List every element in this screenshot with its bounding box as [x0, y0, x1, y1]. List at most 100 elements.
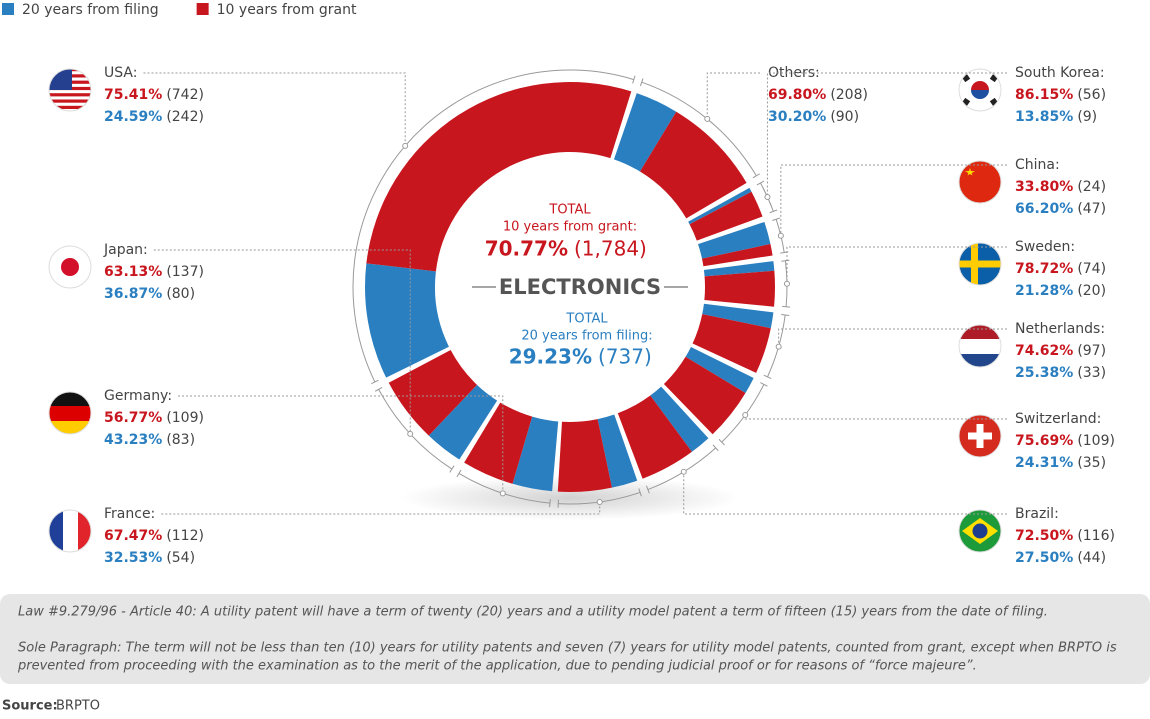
center-text: (1,784)	[574, 237, 647, 261]
percent-label: 32.53%	[104, 550, 162, 566]
leader-dot	[776, 344, 781, 349]
value-label: (90)	[830, 109, 859, 125]
flag-body	[48, 391, 92, 435]
value-label: (9)	[1077, 109, 1097, 125]
category-label: USA:	[104, 65, 137, 81]
source-label: Source:	[2, 699, 58, 714]
leader-dot	[681, 469, 686, 474]
legend-label: 20 years from filing	[22, 2, 159, 18]
flag-part	[968, 433, 992, 440]
percent-label: 36.87%	[104, 286, 162, 302]
flag-body	[958, 414, 1002, 458]
flag	[48, 509, 92, 553]
note: Law #9.279/96 - Article 40: A utility pa…	[18, 605, 1048, 620]
segment	[704, 271, 775, 307]
center-text: 70.77%	[485, 237, 568, 261]
value-label: (54)	[166, 550, 195, 566]
bracket-tick	[371, 380, 378, 384]
center-text: TOTAL	[565, 312, 608, 327]
percent-label: 75.69%	[1015, 433, 1073, 449]
flag-body	[48, 68, 92, 109]
flag-body	[958, 160, 1002, 204]
value-label: (97)	[1077, 343, 1106, 359]
value-label: (35)	[1077, 455, 1106, 471]
flag	[958, 160, 1002, 204]
percent-label: 21.28%	[1015, 283, 1073, 299]
leader-dot	[408, 431, 413, 436]
value-label: (33)	[1077, 365, 1106, 381]
leader-dot	[403, 143, 408, 148]
percent-label: 33.80%	[1015, 179, 1073, 195]
category-label: Sweden:	[1015, 239, 1075, 255]
value-label: (242)	[166, 109, 204, 125]
leader-dot	[743, 413, 748, 418]
value-label: (47)	[1077, 201, 1106, 217]
flag	[958, 324, 1002, 368]
value-label: (44)	[1077, 550, 1106, 566]
percent-label: 24.31%	[1015, 455, 1073, 471]
flag-part	[61, 258, 79, 276]
category-label: China:	[1015, 157, 1060, 173]
center-text: (737)	[598, 345, 652, 369]
percent-label: 75.41%	[104, 87, 162, 103]
percent-label: 74.62%	[1015, 343, 1073, 359]
value-label: (116)	[1077, 528, 1115, 544]
value-label: (742)	[166, 87, 204, 103]
flag	[958, 242, 1002, 286]
leader-dot	[500, 491, 505, 496]
flag-body	[958, 242, 1002, 286]
percent-label: 43.23%	[104, 432, 162, 448]
percent-label: 67.47%	[104, 528, 162, 544]
flag-part	[958, 160, 1002, 204]
category-label: Japan:	[103, 242, 148, 258]
value-label: (83)	[166, 432, 195, 448]
flag	[48, 245, 92, 289]
leader-line	[707, 73, 760, 119]
bracket-tick	[457, 470, 461, 477]
bracket-tick	[781, 314, 789, 315]
value-label: (80)	[166, 286, 195, 302]
flag-part	[973, 524, 988, 539]
value-label: (109)	[166, 410, 204, 426]
percent-label: 63.13%	[104, 264, 162, 280]
leader-dot	[705, 116, 710, 121]
center-text: 10 years from grant:	[503, 220, 637, 235]
value-label: (24)	[1077, 179, 1106, 195]
value-label: (112)	[166, 528, 204, 544]
bracket-tick	[782, 306, 790, 307]
bracket-tick	[375, 387, 382, 391]
percent-label: 66.20%	[1015, 201, 1073, 217]
note: prevented from proceeding with the exami…	[17, 659, 977, 674]
value-label: (208)	[830, 87, 868, 103]
flag-body	[958, 68, 1002, 112]
category-label: South Korea:	[1015, 65, 1105, 81]
leader-dot	[778, 233, 783, 238]
value-label: (74)	[1077, 261, 1106, 277]
flag	[958, 68, 1002, 112]
percent-label: 56.77%	[104, 410, 162, 426]
percent-label: 24.59%	[104, 109, 162, 125]
flag-part	[48, 406, 92, 421]
percent-label: 25.38%	[1015, 365, 1073, 381]
bracket-tick	[757, 181, 764, 185]
legend-swatch	[197, 3, 209, 15]
leader-dot	[597, 499, 602, 504]
center-title: ELECTRONICS	[499, 275, 661, 299]
flag-part	[48, 93, 92, 96]
category-label: Switzerland:	[1015, 411, 1101, 427]
center-text: TOTAL	[548, 203, 591, 218]
flag-part	[958, 339, 1002, 354]
flag-part	[958, 261, 1002, 268]
note: Sole Paragraph: The term will not be les…	[18, 641, 1117, 656]
value-label: (137)	[166, 264, 204, 280]
flag-body	[958, 324, 1002, 368]
bracket-tick	[781, 260, 789, 261]
category-label: France:	[104, 506, 155, 522]
value-label: (20)	[1077, 283, 1106, 299]
flag-part	[48, 100, 92, 103]
bracket-tick	[753, 174, 760, 178]
flag-body	[48, 245, 92, 289]
flag	[48, 391, 92, 435]
percent-label: 13.85%	[1015, 109, 1073, 125]
